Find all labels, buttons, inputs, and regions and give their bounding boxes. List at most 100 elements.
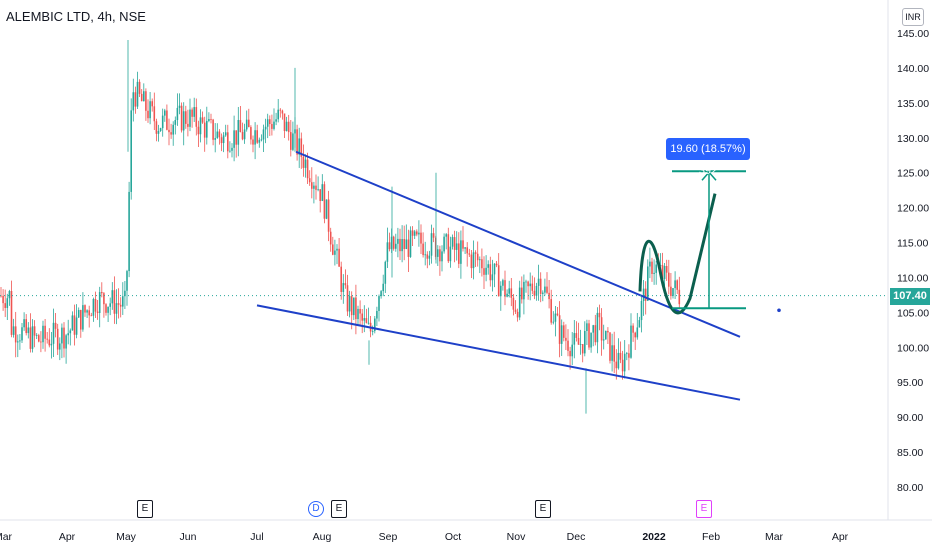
candle-body bbox=[670, 286, 672, 296]
candle-body bbox=[185, 111, 187, 124]
candle-body bbox=[319, 189, 321, 201]
candle-body bbox=[479, 259, 481, 261]
candle-body bbox=[109, 303, 111, 307]
candle-body bbox=[374, 318, 376, 332]
candle-body bbox=[266, 119, 269, 127]
candle-body bbox=[302, 156, 305, 168]
earnings-event-marker[interactable]: E bbox=[331, 500, 347, 518]
candle-body bbox=[113, 290, 116, 314]
candle-body bbox=[94, 298, 97, 312]
candle-body bbox=[388, 242, 391, 250]
candle-body bbox=[571, 344, 573, 357]
candle-body bbox=[399, 238, 401, 252]
candle-body bbox=[208, 119, 210, 121]
candle-body bbox=[437, 249, 439, 257]
projection-curve[interactable] bbox=[638, 193, 717, 315]
candle-body bbox=[508, 288, 510, 294]
currency-badge[interactable]: INR bbox=[902, 8, 924, 26]
candle-body bbox=[143, 91, 145, 102]
candle-body bbox=[665, 265, 668, 273]
candle-body bbox=[35, 335, 38, 336]
candle-body bbox=[149, 101, 151, 119]
candle-body bbox=[476, 253, 479, 261]
candle-body bbox=[140, 93, 143, 102]
candle-body bbox=[300, 138, 303, 157]
candle-body bbox=[151, 101, 153, 107]
candle-body bbox=[56, 328, 59, 350]
candle-body bbox=[430, 233, 433, 256]
candle-body bbox=[468, 253, 471, 255]
candle-body bbox=[248, 119, 250, 128]
candle-body bbox=[138, 81, 141, 94]
candle-body bbox=[556, 313, 559, 316]
candle-body bbox=[96, 311, 99, 313]
y-tick-label: 100.00 bbox=[897, 342, 929, 354]
candle-body bbox=[548, 292, 550, 300]
candle-body bbox=[329, 231, 332, 245]
candle-body bbox=[166, 110, 168, 130]
candle-body bbox=[472, 252, 475, 269]
candle-body bbox=[481, 259, 483, 269]
candle-body bbox=[65, 335, 67, 349]
candle-body bbox=[371, 331, 374, 332]
x-tick-label: Sep bbox=[379, 531, 398, 543]
candle-body bbox=[390, 236, 393, 250]
candle-body bbox=[73, 315, 76, 335]
candle-body bbox=[544, 286, 546, 293]
candle-body bbox=[554, 313, 557, 322]
candle-body bbox=[92, 298, 95, 316]
candle-body bbox=[224, 132, 227, 136]
symbol-title[interactable]: ALEMBIC LTD, 4h, NSE bbox=[6, 9, 146, 24]
candle-body bbox=[386, 242, 389, 262]
earnings-event-marker[interactable]: E bbox=[137, 500, 153, 518]
y-tick-label: 120.00 bbox=[897, 203, 929, 215]
earnings-event-marker[interactable]: E bbox=[535, 500, 551, 518]
candle-body bbox=[260, 139, 263, 141]
dividend-event-marker[interactable]: D bbox=[308, 501, 324, 517]
candle-body bbox=[642, 288, 645, 302]
candle-body bbox=[537, 278, 540, 286]
candle-body bbox=[640, 301, 643, 321]
candle-body bbox=[353, 297, 355, 316]
candle-body bbox=[500, 285, 502, 297]
candle-body bbox=[264, 126, 267, 130]
candle-body bbox=[111, 290, 114, 304]
candle-body bbox=[563, 325, 565, 338]
candle-body bbox=[42, 325, 44, 343]
candle-body bbox=[506, 293, 508, 297]
candle-body bbox=[550, 299, 552, 323]
candle-body bbox=[395, 243, 397, 249]
candle-body bbox=[126, 271, 128, 291]
x-tick-label: Jun bbox=[180, 531, 197, 543]
candle-body bbox=[201, 117, 204, 123]
y-tick-label: 110.00 bbox=[897, 272, 928, 284]
candle-body bbox=[273, 121, 275, 129]
upcoming-earnings-event-marker[interactable]: E bbox=[696, 500, 712, 518]
candle-body bbox=[8, 291, 11, 299]
candle-body bbox=[161, 115, 164, 129]
candle-body bbox=[334, 250, 336, 255]
candle-body bbox=[638, 320, 641, 328]
x-tick-label: Aug bbox=[313, 531, 332, 543]
y-tick-label: 145.00 bbox=[897, 28, 929, 40]
candle-body bbox=[348, 296, 351, 312]
lower-trendline[interactable] bbox=[256, 304, 741, 401]
y-tick-label: 80.00 bbox=[897, 482, 923, 494]
candle-body bbox=[443, 236, 445, 252]
upper-trendline[interactable] bbox=[295, 150, 741, 338]
candle-body bbox=[17, 341, 19, 343]
candle-body bbox=[615, 361, 618, 369]
candle-body bbox=[306, 159, 309, 179]
candle-body bbox=[521, 287, 523, 300]
candle-body bbox=[649, 261, 651, 267]
candle-body bbox=[315, 185, 317, 190]
candle-body bbox=[462, 240, 464, 249]
candle-body bbox=[147, 110, 149, 119]
candle-body bbox=[38, 335, 40, 342]
candle-body bbox=[176, 107, 179, 121]
candle-body bbox=[504, 280, 506, 297]
candle-body bbox=[565, 337, 567, 341]
candle-body bbox=[54, 322, 57, 329]
